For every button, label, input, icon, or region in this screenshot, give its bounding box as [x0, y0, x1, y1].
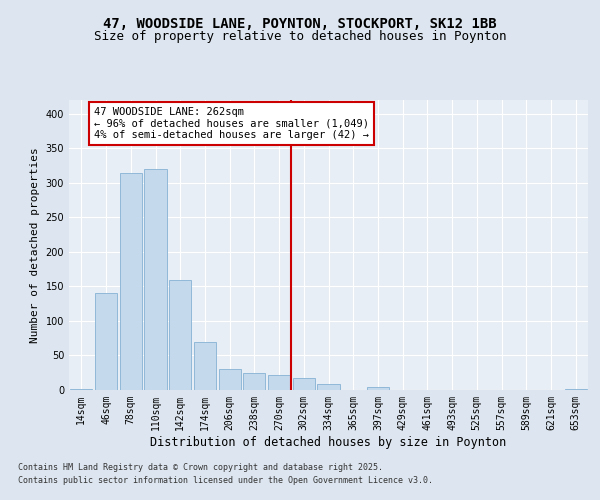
Bar — [293, 378, 315, 390]
Bar — [95, 294, 117, 390]
Text: Contains public sector information licensed under the Open Government Licence v3: Contains public sector information licen… — [18, 476, 433, 485]
Bar — [70, 388, 92, 390]
Bar — [218, 370, 241, 390]
Bar — [367, 386, 389, 390]
X-axis label: Distribution of detached houses by size in Poynton: Distribution of detached houses by size … — [151, 436, 506, 448]
Bar — [268, 375, 290, 390]
Bar — [119, 172, 142, 390]
Bar — [194, 342, 216, 390]
Bar — [243, 372, 265, 390]
Bar — [145, 169, 167, 390]
Y-axis label: Number of detached properties: Number of detached properties — [30, 147, 40, 343]
Text: 47 WOODSIDE LANE: 262sqm
← 96% of detached houses are smaller (1,049)
4% of semi: 47 WOODSIDE LANE: 262sqm ← 96% of detach… — [94, 107, 369, 140]
Text: 47, WOODSIDE LANE, POYNTON, STOCKPORT, SK12 1BB: 47, WOODSIDE LANE, POYNTON, STOCKPORT, S… — [103, 18, 497, 32]
Bar — [565, 388, 587, 390]
Text: Contains HM Land Registry data © Crown copyright and database right 2025.: Contains HM Land Registry data © Crown c… — [18, 464, 383, 472]
Text: Size of property relative to detached houses in Poynton: Size of property relative to detached ho… — [94, 30, 506, 43]
Bar — [317, 384, 340, 390]
Bar — [169, 280, 191, 390]
